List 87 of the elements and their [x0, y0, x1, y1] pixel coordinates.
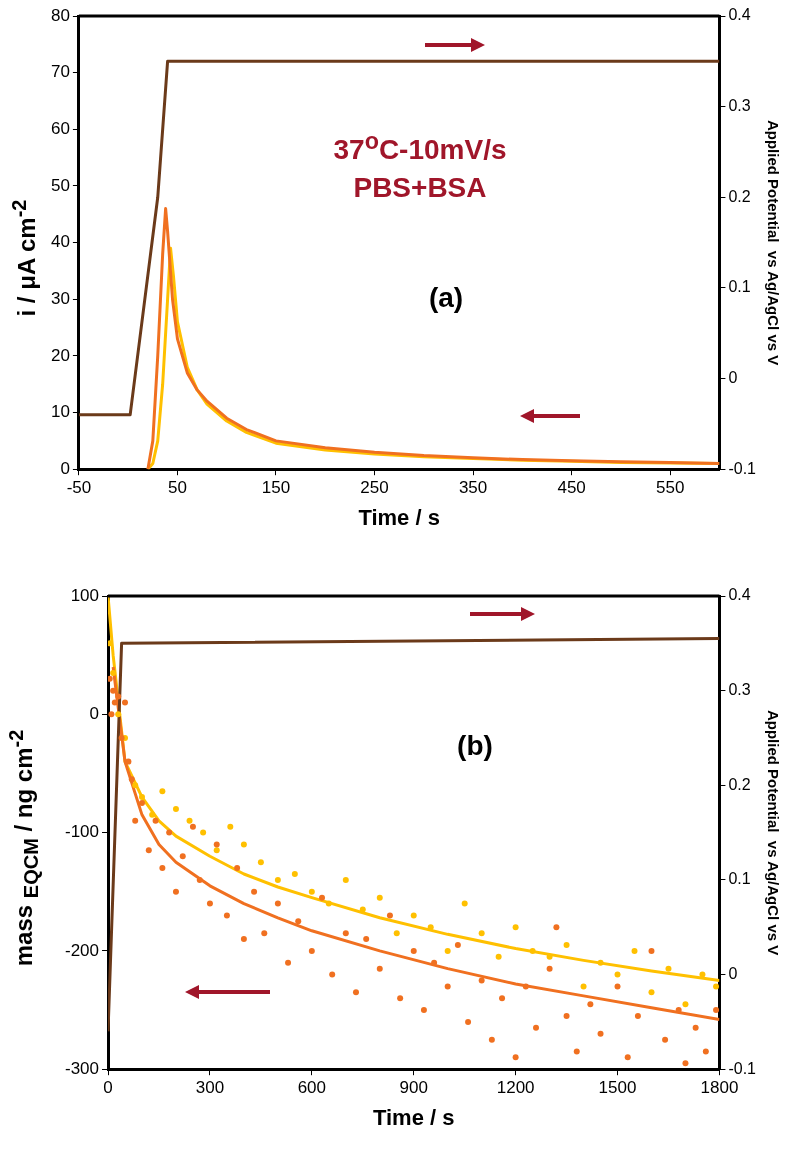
point	[115, 711, 122, 718]
y-tick-label: 60	[50, 118, 70, 138]
point	[213, 847, 220, 854]
x-tick-label: 550	[655, 478, 685, 498]
x-tick-label: 250	[360, 478, 389, 498]
y-tick-label: -200	[64, 940, 100, 960]
x-tick-label: -50	[66, 478, 92, 498]
point	[393, 930, 400, 937]
point	[159, 788, 166, 795]
y-tick-label: 10	[50, 402, 70, 422]
x-tick-label: 300	[195, 1078, 225, 1098]
point	[110, 669, 117, 676]
point	[580, 983, 587, 990]
point	[478, 930, 485, 937]
point	[631, 947, 638, 954]
y-tick-label: 70	[50, 62, 70, 82]
x-axis-title: Time / s	[372, 1104, 455, 1130]
y-tick-label: 100	[70, 585, 100, 605]
y2-tick-label: 0.4	[728, 586, 751, 604]
point	[200, 829, 207, 836]
y-tick-label: 80	[50, 5, 70, 25]
x-axis-title: Time / s	[358, 504, 440, 530]
x-tick-label: 1800	[700, 1078, 739, 1098]
y-tick-label: 0	[60, 458, 70, 478]
x-tick-label: 1500	[598, 1078, 637, 1098]
point	[597, 959, 604, 966]
point	[410, 912, 417, 919]
point	[291, 871, 298, 878]
point	[172, 805, 179, 812]
y-tick-label: -100	[64, 822, 100, 842]
y2-tick-label: 0.3	[728, 681, 751, 699]
x-tick-label: 350	[458, 478, 488, 498]
x-tick-label: 150	[261, 478, 291, 498]
y-tick-label: -300	[64, 1058, 100, 1078]
point	[665, 965, 672, 972]
point	[149, 811, 156, 818]
x-tick-label: 900	[399, 1078, 428, 1098]
y-tick-label: 40	[50, 232, 70, 252]
y-tick-label: 30	[50, 288, 70, 308]
point	[325, 900, 332, 907]
point	[699, 971, 706, 978]
point	[274, 876, 281, 883]
point	[495, 953, 502, 960]
y2-tick-label: 0.2	[728, 187, 751, 205]
point	[186, 817, 193, 824]
x-tick-label: 1200	[496, 1078, 535, 1098]
y2-tick-label: -0.1	[728, 1059, 757, 1077]
y2-tick-label: 0.1	[728, 870, 751, 888]
y2-tick-label: 0.2	[728, 775, 751, 793]
y-tick-label: 20	[50, 345, 70, 365]
point	[512, 924, 519, 931]
x-tick-label: 50	[167, 478, 187, 498]
point	[614, 971, 621, 978]
point	[682, 1001, 689, 1008]
point	[648, 989, 655, 996]
annotation: PBS+BSA	[353, 172, 487, 204]
annotation: 37$^{o}$C-10mV/s	[333, 128, 507, 167]
x-tick-label: 0	[103, 1078, 113, 1098]
annotation: (a)	[428, 282, 464, 314]
point	[138, 794, 145, 801]
point	[444, 947, 451, 954]
point	[713, 983, 720, 990]
point	[529, 947, 536, 954]
point	[563, 941, 570, 948]
y2-tick-label: 0.1	[728, 278, 751, 296]
y2-tick-label: 0.3	[728, 97, 751, 115]
point	[308, 888, 315, 895]
y2-axis-title: Applied Potential vs Ag/AgCl vs V	[764, 709, 782, 956]
y2-tick-label: 0	[728, 964, 738, 982]
y-tick-label: 50	[50, 175, 70, 195]
y2-axis-title: Applied Potential vs Ag/AgCl vs V	[764, 119, 782, 366]
point	[257, 859, 264, 866]
point	[227, 823, 234, 830]
point	[359, 906, 366, 913]
y2-tick-label: 0	[728, 368, 738, 386]
point	[461, 900, 468, 907]
y-tick-label: 0	[89, 703, 100, 723]
point	[376, 894, 383, 901]
x-tick-label: 600	[297, 1078, 327, 1098]
annotation: (b)	[457, 730, 493, 762]
point	[427, 924, 434, 931]
x-tick-label: 450	[557, 478, 586, 498]
point	[342, 876, 349, 883]
point	[132, 782, 139, 789]
point	[240, 841, 247, 848]
y2-tick-label: 0.4	[728, 6, 751, 24]
y2-tick-label: -0.1	[728, 459, 757, 477]
